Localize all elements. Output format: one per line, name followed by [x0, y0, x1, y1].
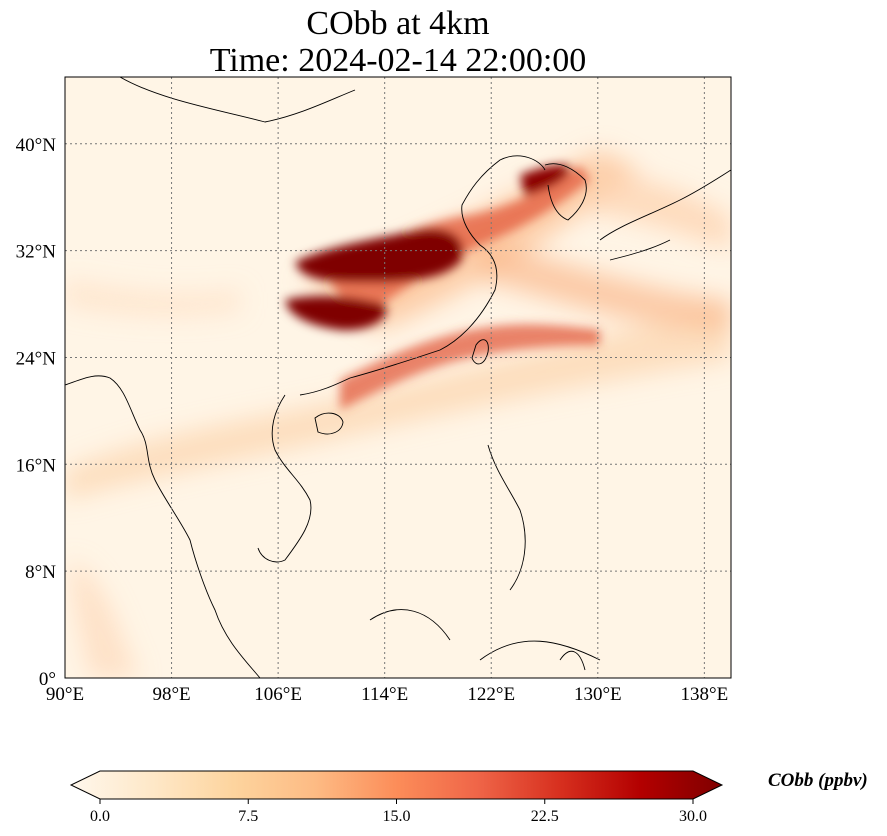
coastline-hainan [314, 412, 344, 435]
map-frame [64, 76, 732, 679]
coastline-borneo [369, 609, 601, 671]
longitude-tick-label: 130°E [574, 684, 622, 705]
longitude-tick-label: 90°E [46, 684, 84, 705]
high-plume-layer [285, 165, 600, 410]
colorbar-tick-label: 30.0 [679, 808, 707, 825]
longitude-tick-label: 98°E [152, 684, 190, 705]
coastline-vietnam [257, 394, 312, 563]
latitude-tick-label: 8°N [25, 562, 56, 583]
coastline-taiwan [471, 339, 489, 365]
concentration-field [65, 77, 731, 678]
colorbar: 0.0 7.5 15.0 22.5 30.0 CObb (ppbv) [69, 770, 868, 825]
coastline-korea [544, 163, 587, 221]
longitude-tick-label: 114°E [361, 684, 408, 705]
longitude-tick-label: 122°E [467, 684, 515, 705]
latitude-tick-label: 32°N [16, 242, 57, 263]
latitude-tick-label: 24°N [16, 348, 57, 369]
colorbar-tick-label: 7.5 [238, 808, 258, 825]
colorbar-label: CObb (ppbv) [768, 770, 868, 791]
colorbar-tick-label: 22.5 [531, 808, 559, 825]
colorbar-tick-label: 0.0 [90, 808, 110, 825]
coastline-indochina-west [65, 375, 261, 678]
colorbar-tick-labels: 0.0 7.5 15.0 22.5 30.0 [90, 799, 707, 825]
colorbar-ramp [69, 770, 724, 800]
coastline-north-border [119, 77, 356, 123]
latitude-tick-label: 0° [39, 669, 56, 690]
colorbar-tick-label: 15.0 [383, 808, 411, 825]
map-title: CObb at 4km [306, 5, 490, 42]
coastline-japan [599, 169, 731, 261]
map-time-subtitle: Time: 2024-02-14 22:00:00 [209, 42, 587, 79]
longitude-tick-labels: 90°E 98°E 106°E 114°E 122°E 130°E 138°E [46, 684, 728, 705]
gridlines [65, 77, 731, 678]
latitude-tick-labels: 0° 8°N 16°N 24°N 32°N 40°N [16, 135, 57, 690]
longitude-tick-label: 106°E [254, 684, 302, 705]
latitude-tick-label: 16°N [16, 455, 57, 476]
latitude-tick-label: 40°N [16, 135, 57, 156]
longitude-tick-label: 138°E [681, 684, 729, 705]
